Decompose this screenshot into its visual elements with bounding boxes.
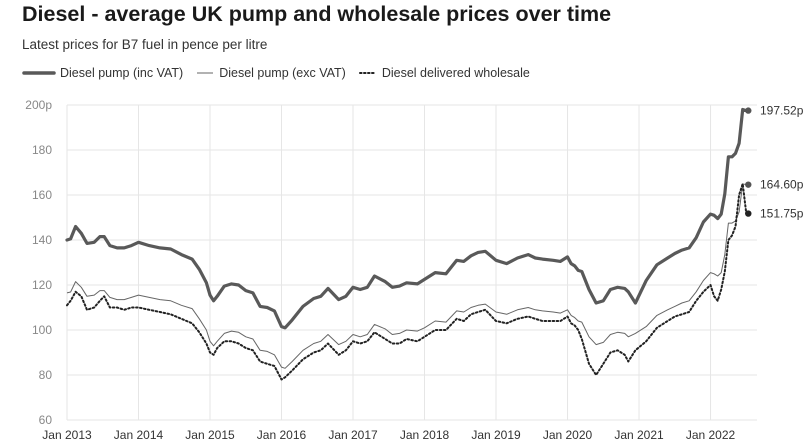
series-end-label: 197.52p — [760, 104, 804, 118]
x-tick-label: Jan 2020 — [543, 428, 593, 442]
legend-label: Diesel pump (inc VAT) — [60, 66, 184, 80]
legend-item-pump-inc-vat: Diesel pump (inc VAT) — [22, 66, 183, 80]
series-end-labels: 197.52p 164.60p 151.75p — [745, 104, 804, 221]
legend-swatch-thick-line — [22, 71, 56, 75]
chart-grid — [66, 104, 757, 421]
y-tick-label: 60 — [39, 413, 53, 427]
x-tick-label: Jan 2018 — [400, 428, 450, 442]
y-tick-label: 180 — [32, 143, 52, 157]
y-tick-label: 100 — [32, 323, 52, 337]
y-axis-ticks: 60 80 100 120 140 160 180 200p — [25, 98, 52, 427]
y-tick-label: 200p — [25, 98, 52, 112]
y-tick-label: 80 — [39, 368, 53, 382]
series-line-dotted — [66, 182, 748, 381]
x-tick-label: Jan 2013 — [42, 428, 92, 442]
legend-swatch-dotted-line — [358, 72, 377, 74]
series-line-thin — [66, 183, 747, 369]
x-tick-label: Jan 2017 — [328, 428, 378, 442]
legend-item-pump-exc-vat: Diesel pump (exc VAT) — [195, 66, 346, 80]
legend-item-wholesale: Diesel delivered wholesale — [358, 66, 530, 80]
legend-swatch-thin-line — [197, 72, 214, 74]
chart-title: Diesel - average UK pump and wholesale p… — [22, 2, 612, 26]
series-end-label: 164.60p — [760, 178, 804, 192]
series-end-point — [745, 210, 752, 217]
x-tick-label: Jan 2016 — [257, 428, 307, 442]
legend-label: Diesel pump (exc VAT) — [219, 66, 346, 80]
series-end-label: 151.75p — [760, 207, 804, 221]
series-end-point — [745, 181, 752, 188]
y-tick-label: 140 — [32, 233, 52, 247]
legend-label: Diesel delivered wholesale — [381, 66, 530, 80]
y-tick-label: 120 — [32, 278, 52, 292]
chart-legend: Diesel pump (inc VAT) Diesel pump (exc V… — [22, 66, 542, 80]
x-tick-label: Jan 2021 — [614, 428, 664, 442]
x-tick-label: Jan 2022 — [686, 428, 736, 442]
series-line-thick — [65, 107, 748, 330]
x-tick-label: Jan 2015 — [185, 428, 235, 442]
y-tick-label: 160 — [32, 188, 52, 202]
chart-subtitle: Latest prices for B7 fuel in pence per l… — [22, 37, 268, 52]
x-axis-ticks: Jan 2013 Jan 2014 Jan 2015 Jan 2016 Jan 2017… — [42, 428, 735, 442]
chart-series — [65, 107, 748, 381]
series-end-point — [745, 107, 752, 114]
x-tick-label: Jan 2019 — [471, 428, 521, 442]
x-tick-label: Jan 2014 — [114, 428, 164, 442]
